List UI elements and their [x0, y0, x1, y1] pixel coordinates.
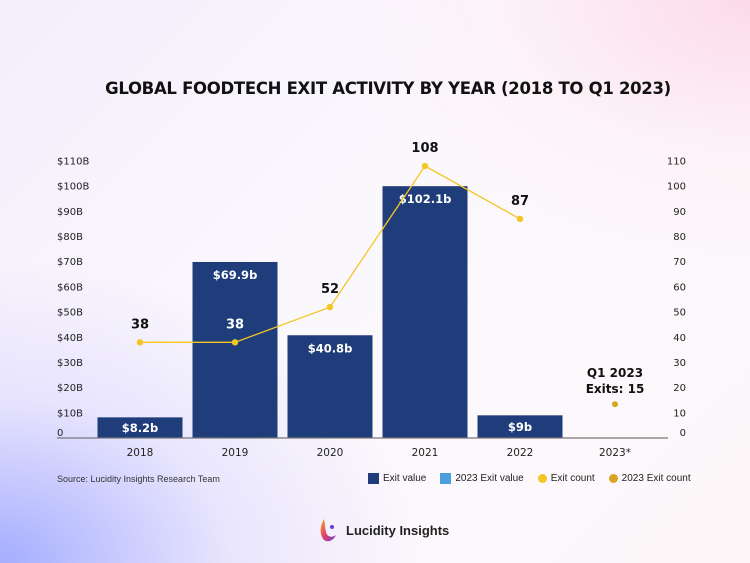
y-axis-left: 0 $10B $20B $30B $40B $50B $60B $70B $80B $90B $10… [57, 157, 89, 440]
bar-value-label: $40.8b [308, 341, 353, 355]
y-right-tick-label: 100 [667, 182, 686, 193]
q1-2023-annotation: Exits: 15 [586, 382, 645, 396]
legend-label: Exit count [550, 473, 595, 484]
bar-2021 [382, 186, 468, 438]
y-right-tick-label: 60 [673, 282, 686, 293]
y-left-tick-label: $70B [57, 257, 83, 268]
brand-name: Lucidity Insights [346, 522, 450, 538]
y-right-tick-label: 80 [673, 232, 686, 243]
y-right-tick-label: 90 [673, 207, 686, 218]
y-left-tick-label: $30B [57, 358, 83, 369]
y-left-tick-label: $100B [57, 182, 89, 193]
x-tick-label: 2019 [222, 447, 249, 459]
bar-2019 [192, 261, 278, 438]
x-axis: 2018 2019 2020 2021 2022 2023* [127, 447, 631, 459]
bar-2020 [287, 335, 373, 438]
legend-swatch-dot [608, 474, 618, 483]
brand: Lucidity Insights [318, 518, 449, 542]
y-right-tick-label: 10 [673, 408, 686, 419]
bar-value-label: $9b [508, 420, 532, 434]
exit-count-point [421, 162, 429, 170]
lucidity-logo-icon [320, 519, 336, 542]
legend-item: Exit value [368, 473, 426, 484]
annotations: Q1 2023 Exits: 15 [586, 366, 645, 408]
y-left-tick-label: $90B [57, 207, 83, 218]
y-left-tick-label: $60B [57, 282, 83, 293]
q1-2023-annotation: Q1 2023 [587, 366, 643, 380]
y-right-tick-label: 0 [680, 428, 686, 439]
exit-count-point [231, 339, 239, 346]
y-left-tick-label: $40B [57, 333, 83, 344]
bar-2018 [97, 417, 183, 438]
line-series: 38 38 52 108 87 [131, 141, 529, 346]
exit-count-label: 38 [226, 317, 244, 332]
y-right-tick-label: 20 [673, 383, 686, 394]
exit-count-label: 38 [131, 317, 149, 332]
exit-count-point [136, 339, 144, 346]
bar-value-label: $8.2b [122, 421, 159, 435]
y-left-tick-label: $10B [57, 408, 83, 419]
legend-label: Exit value [383, 473, 427, 484]
legend: Exit value 2023 Exit value Exit count 2023 … [368, 473, 691, 484]
bar-value-label: $69.9b [213, 268, 258, 282]
exit-count-point [516, 215, 524, 223]
exit-count-2023-point [612, 401, 618, 408]
x-tick-label: 2021 [412, 447, 439, 459]
y-axis-right: 0 10 20 30 40 50 60 70 80 90 100 110 [667, 157, 686, 440]
y-left-tick-label: $50B [57, 308, 83, 319]
y-right-tick-label: 70 [673, 257, 686, 268]
legend-swatch-square [440, 473, 452, 484]
y-left-tick-label: $80B [57, 232, 83, 243]
legend-item: 2023 Exit count [608, 473, 691, 484]
bar-value-label: $102.1b [399, 192, 452, 206]
y-right-tick-label: 40 [673, 333, 686, 344]
x-tick-label: 2022 [507, 447, 534, 459]
source-note: Source: Lucidity Insights Research Team [57, 474, 220, 484]
legend-item: 2023 Exit value [440, 473, 524, 484]
legend-item: Exit count [537, 473, 595, 484]
y-right-tick-label: 30 [673, 358, 686, 369]
exit-count-label: 87 [511, 194, 529, 209]
exit-count-point [326, 303, 334, 311]
y-left-tick-label: $110B [57, 157, 89, 168]
y-right-tick-label: 50 [673, 308, 686, 319]
legend-label: 2023 Exit value [455, 473, 524, 484]
y-right-tick-label: 110 [667, 157, 686, 168]
x-tick-label: 2018 [127, 447, 154, 459]
exit-count-label: 52 [321, 282, 339, 297]
chart-title: GLOBAL FOODTECH EXIT ACTIVITY BY YEAR (2… [105, 79, 671, 98]
y-left-tick-label: 0 [57, 428, 63, 439]
x-tick-label: 2020 [317, 447, 344, 459]
x-tick-label: 2023* [599, 447, 631, 459]
bar-2022 [477, 415, 563, 438]
legend-swatch-dot [537, 474, 547, 483]
legend-swatch-square [368, 473, 379, 484]
exit-count-label: 108 [411, 141, 438, 156]
legend-label: 2023 Exit count [621, 473, 691, 484]
y-left-tick-label: $20B [57, 383, 83, 394]
bar-series: $8.2b $69.9b $40.8b $102.1b $9b [97, 186, 563, 438]
